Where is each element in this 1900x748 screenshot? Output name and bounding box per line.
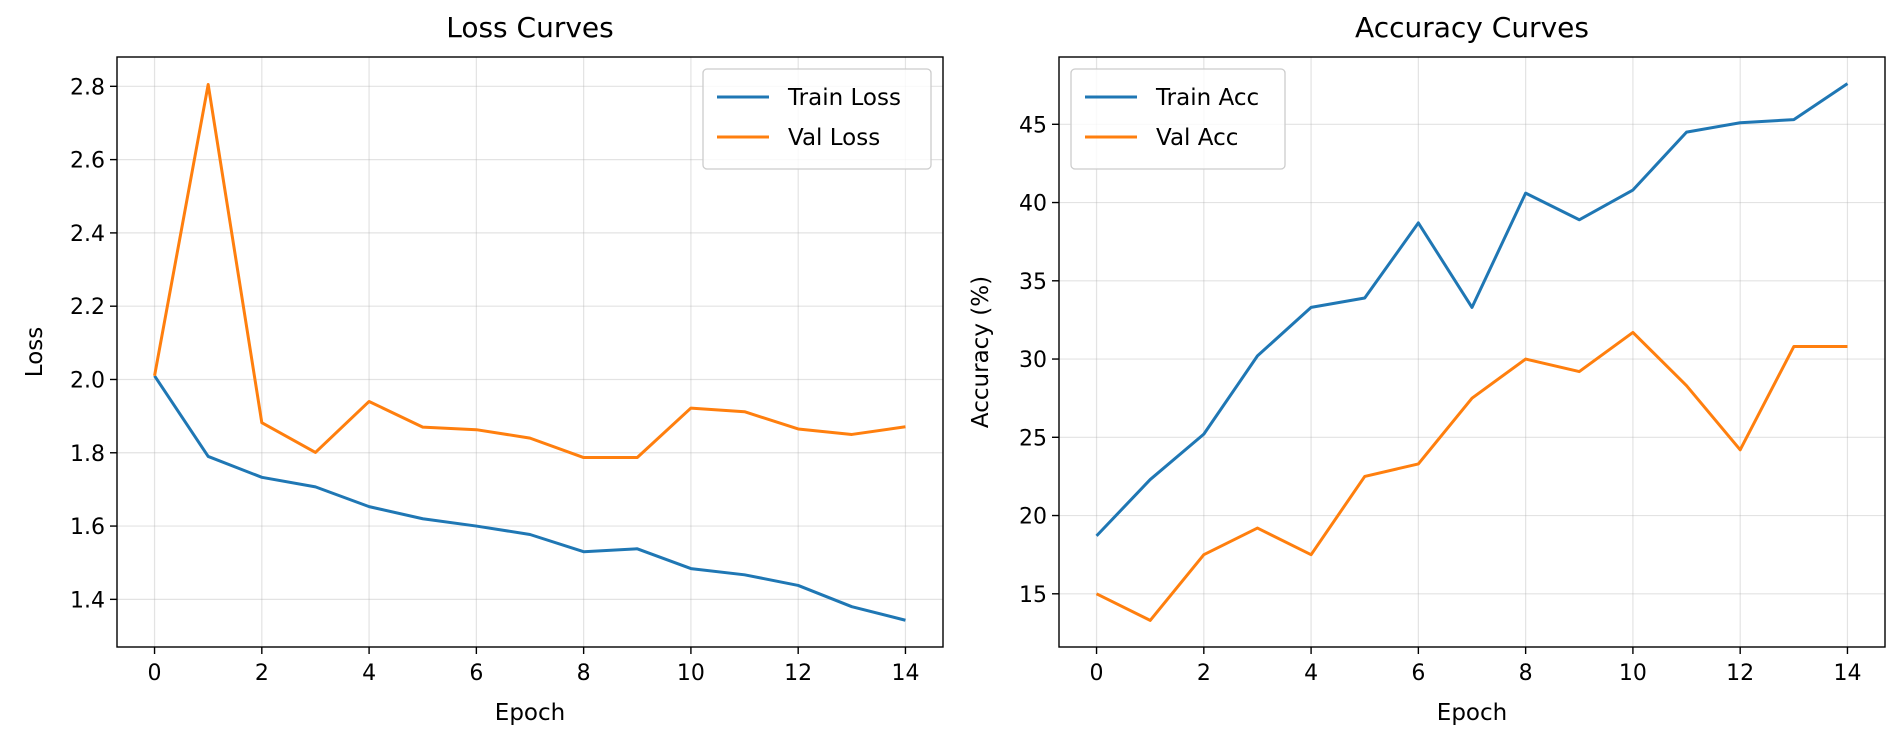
x-tick-label: 2 [255, 661, 269, 686]
series-line-val-acc [1095, 330, 1848, 622]
y-tick-label: 1.6 [70, 515, 105, 540]
x-tick-label: 14 [891, 661, 919, 686]
y-tick-label: 20 [1019, 505, 1047, 530]
x-tick-label: 4 [362, 661, 376, 686]
y-tick-label: 30 [1019, 348, 1047, 373]
legend-label: Val Acc [1156, 125, 1238, 151]
y-axis-label: Accuracy (%) [968, 276, 994, 428]
x-axis-label: Epoch [495, 700, 565, 726]
x-tick-label: 6 [469, 661, 483, 686]
x-tick-label: 14 [1833, 661, 1861, 686]
x-tick-label: 10 [677, 661, 705, 686]
plot-area-frame [116, 56, 944, 648]
y-tick-label: 2.4 [70, 222, 105, 247]
y-tick-label: 1.4 [70, 588, 105, 613]
legend-label: Val Loss [788, 125, 880, 151]
x-tick-label: 0 [1090, 661, 1104, 686]
x-tick-label: 12 [1726, 661, 1754, 686]
series-line-train-loss [153, 374, 906, 622]
series-line-val-loss [153, 82, 906, 460]
y-tick-label: 35 [1019, 270, 1047, 295]
legend-label: Train Loss [787, 85, 901, 111]
y-tick-label: 2.8 [70, 75, 105, 100]
y-tick-label: 2.0 [70, 368, 105, 393]
x-tick-label: 0 [148, 661, 162, 686]
x-tick-label: 12 [784, 661, 812, 686]
x-tick-label: 2 [1197, 661, 1211, 686]
x-tick-label: 8 [1519, 661, 1533, 686]
y-tick-label: 15 [1019, 583, 1047, 608]
x-tick-label: 8 [577, 661, 591, 686]
y-tick-label: 25 [1019, 426, 1047, 451]
y-tick-label: 2.2 [70, 295, 105, 320]
legend: Train Loss Val Loss [702, 68, 932, 170]
chart-title: Loss Curves [446, 11, 614, 44]
y-tick-label: 40 [1019, 192, 1047, 217]
x-tick-label: 4 [1304, 661, 1318, 686]
y-tick-label: 45 [1019, 113, 1047, 138]
series-line-train-acc [1095, 82, 1849, 537]
legend: Train Acc Val Acc [1070, 68, 1286, 170]
y-tick-label: 2.6 [70, 149, 105, 174]
accuracy-chart-panel: 0 2 4 6 8 10 12 14 15 20 25 30 35 40 45 Accuracy Curves… [968, 11, 1886, 726]
y-tick-label: 1.8 [70, 442, 105, 467]
plot-area-frame [1058, 56, 1886, 648]
legend-label: Train Acc [1155, 85, 1259, 111]
x-tick-label: 6 [1411, 661, 1425, 686]
legend-box [1070, 68, 1286, 170]
y-axis-label: Loss [22, 327, 48, 377]
chart-title: Accuracy Curves [1355, 11, 1589, 44]
loss-chart-panel: 0 2 4 6 8 10 12 14 1.4 1.6 1.8 2.0 2.2 2.4 2.6 2.8 Loss … [22, 11, 944, 726]
legend-box [702, 68, 932, 170]
x-tick-label: 10 [1619, 661, 1647, 686]
x-axis-label: Epoch [1437, 700, 1507, 726]
